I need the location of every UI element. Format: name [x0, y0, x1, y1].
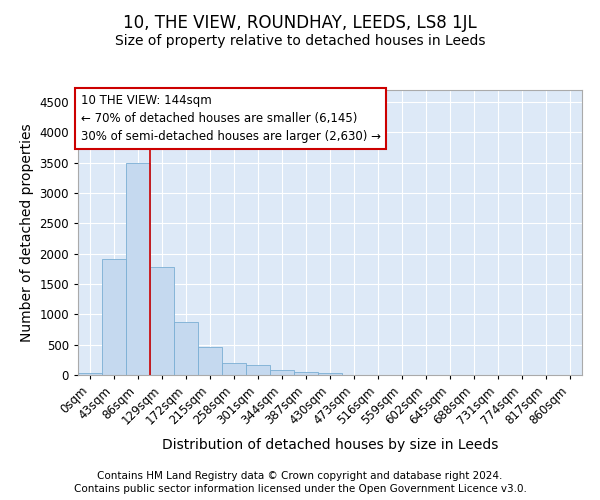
Text: Size of property relative to detached houses in Leeds: Size of property relative to detached ho…: [115, 34, 485, 48]
Bar: [270, 370, 294, 375]
Bar: [318, 372, 342, 375]
Text: Contains HM Land Registry data © Crown copyright and database right 2024.: Contains HM Land Registry data © Crown c…: [97, 471, 503, 481]
Bar: [246, 364, 270, 375]
Y-axis label: Number of detached properties: Number of detached properties: [20, 123, 34, 342]
Bar: [78, 372, 102, 375]
Text: 10 THE VIEW: 144sqm
← 70% of detached houses are smaller (6,145)
30% of semi-det: 10 THE VIEW: 144sqm ← 70% of detached ho…: [80, 94, 380, 144]
Bar: [126, 164, 150, 375]
X-axis label: Distribution of detached houses by size in Leeds: Distribution of detached houses by size …: [162, 438, 498, 452]
Bar: [198, 347, 222, 375]
Bar: [150, 267, 174, 375]
Text: 10, THE VIEW, ROUNDHAY, LEEDS, LS8 1JL: 10, THE VIEW, ROUNDHAY, LEEDS, LS8 1JL: [123, 14, 477, 32]
Bar: [174, 322, 198, 375]
Text: Contains public sector information licensed under the Open Government Licence v3: Contains public sector information licen…: [74, 484, 526, 494]
Bar: [222, 363, 246, 375]
Bar: [294, 372, 318, 375]
Bar: [102, 258, 126, 375]
